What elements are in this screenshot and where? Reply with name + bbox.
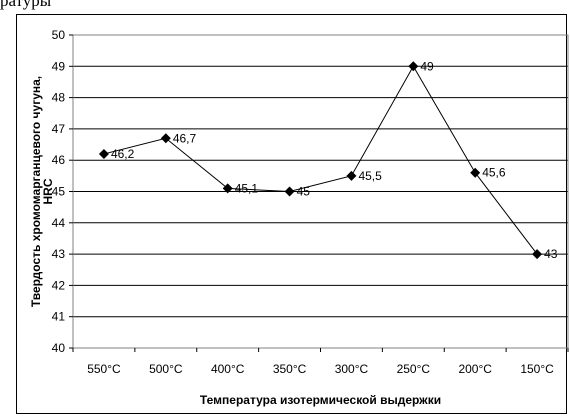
y-tick-label: 46 bbox=[52, 153, 66, 167]
grid-lines bbox=[73, 34, 568, 349]
y-tick-label: 50 bbox=[52, 28, 66, 42]
y-tick-label: 43 bbox=[52, 247, 66, 261]
y-axis-ticks: 40 41 42 43 44 45 46 47 48 49 50 bbox=[52, 28, 73, 355]
x-tick-label: 550°C bbox=[87, 362, 121, 376]
header-fragment: ратуры bbox=[0, 0, 52, 10]
y-axis-title: Твердость хромомарганцевого чугуна,HRC bbox=[29, 76, 55, 307]
y-tick-label: 40 bbox=[52, 341, 66, 355]
x-tick-label: 400°C bbox=[211, 362, 245, 376]
data-label: 45 bbox=[297, 185, 311, 199]
data-point-marker bbox=[470, 167, 481, 178]
data-point-marker bbox=[408, 61, 419, 72]
y-tick-label: 47 bbox=[52, 122, 66, 136]
y-tick-label: 48 bbox=[52, 91, 66, 105]
y-tick-label: 49 bbox=[52, 59, 66, 73]
data-label: 49 bbox=[420, 59, 434, 73]
data-label: 46,2 bbox=[111, 147, 135, 161]
data-point-marker bbox=[284, 186, 295, 197]
x-axis-ticks: 550°C 500°C 400°C 350°C 300°C 250°C 200°C 150°C bbox=[72, 348, 569, 376]
data-point-marker bbox=[160, 133, 171, 144]
y-tick-label: 45 bbox=[52, 185, 66, 199]
data-labels: 46,2 46,7 45,1 45 45,5 49 45,6 43 bbox=[111, 59, 558, 261]
data-label: 45,5 bbox=[358, 169, 382, 183]
series-line bbox=[103, 65, 538, 255]
x-axis-title: Температура изотермической выдержки bbox=[200, 393, 441, 407]
x-tick-label: 300°C bbox=[335, 362, 369, 376]
x-tick-label: 250°C bbox=[397, 362, 431, 376]
data-label: 45,1 bbox=[235, 181, 259, 195]
x-tick-label: 500°C bbox=[149, 362, 183, 376]
x-tick-label: 200°C bbox=[458, 362, 492, 376]
y-axis-title-line: Твердость хромомарганцевого чугуна, bbox=[29, 76, 43, 307]
data-label: 46,7 bbox=[173, 131, 197, 145]
data-point-marker bbox=[346, 170, 357, 181]
y-tick-label: 41 bbox=[52, 310, 66, 324]
data-label: 43 bbox=[544, 247, 558, 261]
y-axis-title-line: HRC bbox=[41, 178, 55, 204]
data-point-marker bbox=[98, 148, 109, 159]
y-tick-label: 44 bbox=[52, 216, 66, 230]
y-tick-label: 42 bbox=[52, 278, 66, 292]
x-tick-label: 350°C bbox=[273, 362, 307, 376]
data-point-marker bbox=[532, 249, 543, 260]
chart-frame bbox=[16, 14, 567, 414]
data-markers bbox=[98, 61, 543, 260]
data-label: 45,6 bbox=[482, 166, 506, 180]
x-tick-label: 150°C bbox=[520, 362, 554, 376]
data-point-marker bbox=[222, 183, 233, 194]
